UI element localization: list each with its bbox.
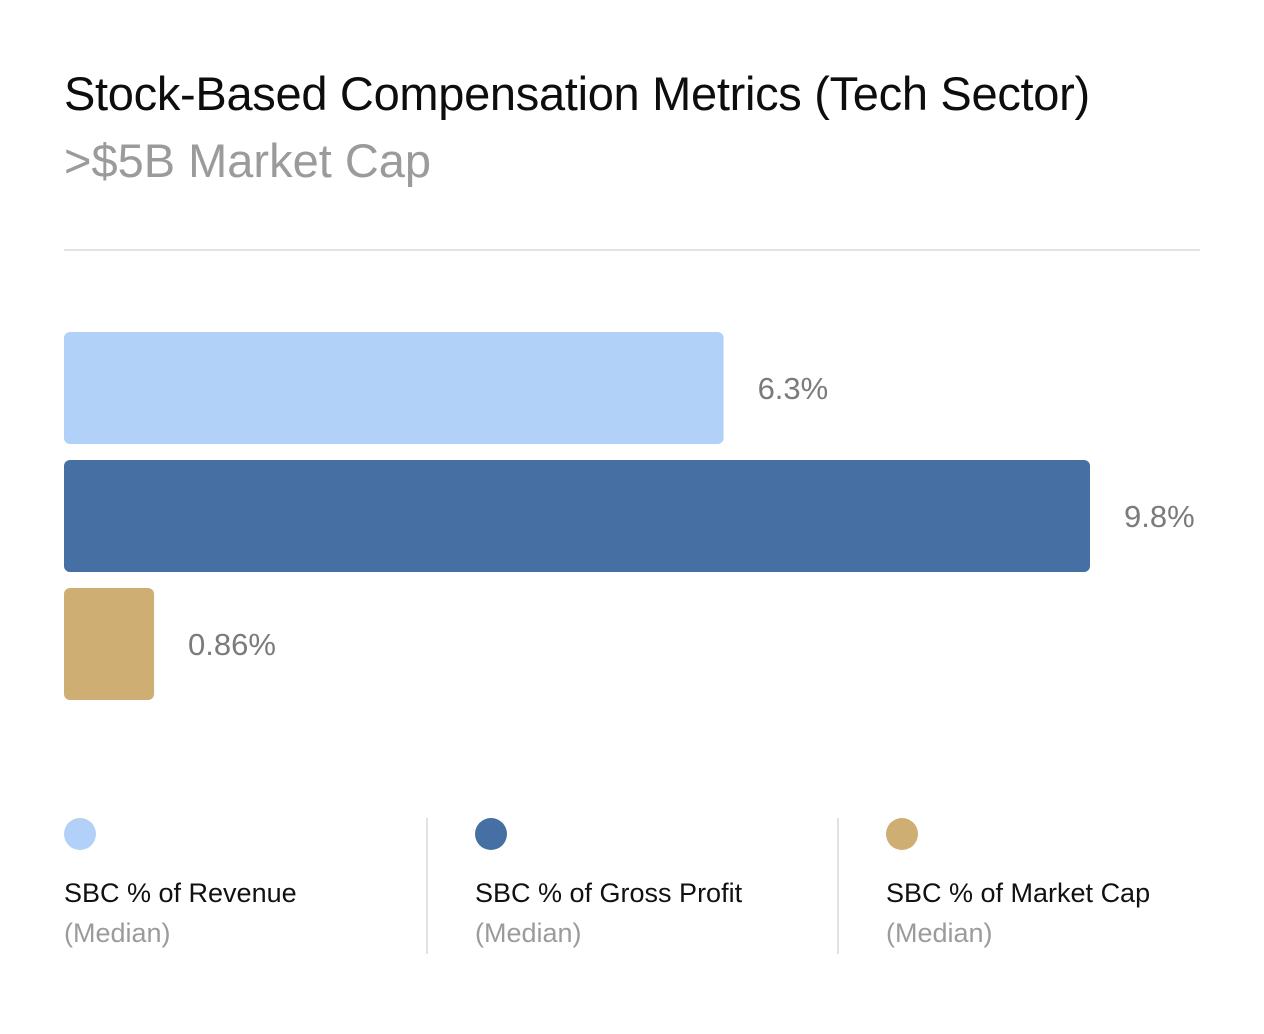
legend-label-gross-profit: SBC % of Gross Profit [475, 878, 743, 908]
legend-separator [426, 818, 428, 954]
legend-separator [837, 818, 839, 954]
data-label-revenue: 6.3% [758, 371, 829, 406]
data-label-market-cap: 0.86% [188, 627, 276, 662]
bar-revenue [64, 332, 724, 444]
legend-sub-market-cap: (Median) [886, 918, 993, 948]
legend: SBC % of Revenue (Median) SBC % of Gross… [64, 818, 1200, 954]
chart-subtitle: >$5B Market Cap [64, 134, 432, 187]
legend-label-market-cap: SBC % of Market Cap [886, 878, 1151, 908]
bar-market-cap [64, 588, 155, 700]
data-label-gross-profit: 9.8% [1124, 499, 1195, 534]
legend-dot-gross-profit [475, 818, 507, 850]
chart-title: Stock-Based Compensation Metrics (Tech S… [64, 67, 1090, 120]
title-divider [64, 249, 1200, 251]
legend-dot-revenue [64, 818, 96, 850]
bar-gross-profit [64, 460, 1090, 572]
legend-sub-revenue: (Median) [64, 918, 171, 948]
legend-sub-gross-profit: (Median) [475, 918, 582, 948]
legend-dot-market-cap [886, 818, 918, 850]
legend-label-revenue: SBC % of Revenue [64, 878, 297, 908]
